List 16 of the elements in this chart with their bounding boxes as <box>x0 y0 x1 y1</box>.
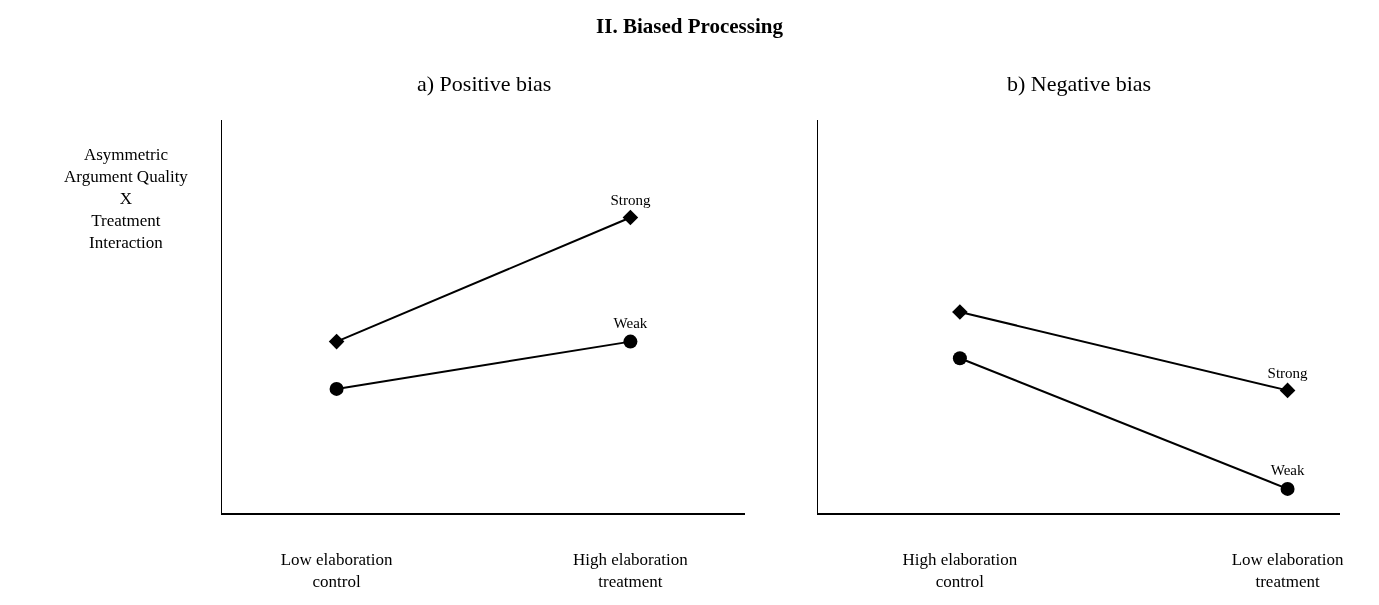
point <box>1280 481 1295 496</box>
text: II. Biased Processing <box>595 14 784 39</box>
x-tick-label: High elaboration control <box>902 549 1018 591</box>
chart-title: b) Negative bias <box>1007 71 1152 96</box>
series-label: Weak <box>613 315 648 332</box>
x-tick-label: Low elaboration treatment <box>1231 549 1344 591</box>
series-label: Strong <box>1267 365 1309 382</box>
point <box>952 351 967 366</box>
point <box>952 304 968 320</box>
x-tick-label: High elaboration treatment <box>573 549 689 591</box>
x-tick-label: Low elaboration control <box>280 549 394 591</box>
series-label: Weak <box>1270 462 1305 479</box>
point <box>1279 382 1296 399</box>
series-label: Strong <box>610 192 651 209</box>
chart-title: a) Positive bias <box>417 71 552 96</box>
y-axis-title: Asymmetric Argument Quality X Treatment Interaction <box>64 145 189 253</box>
